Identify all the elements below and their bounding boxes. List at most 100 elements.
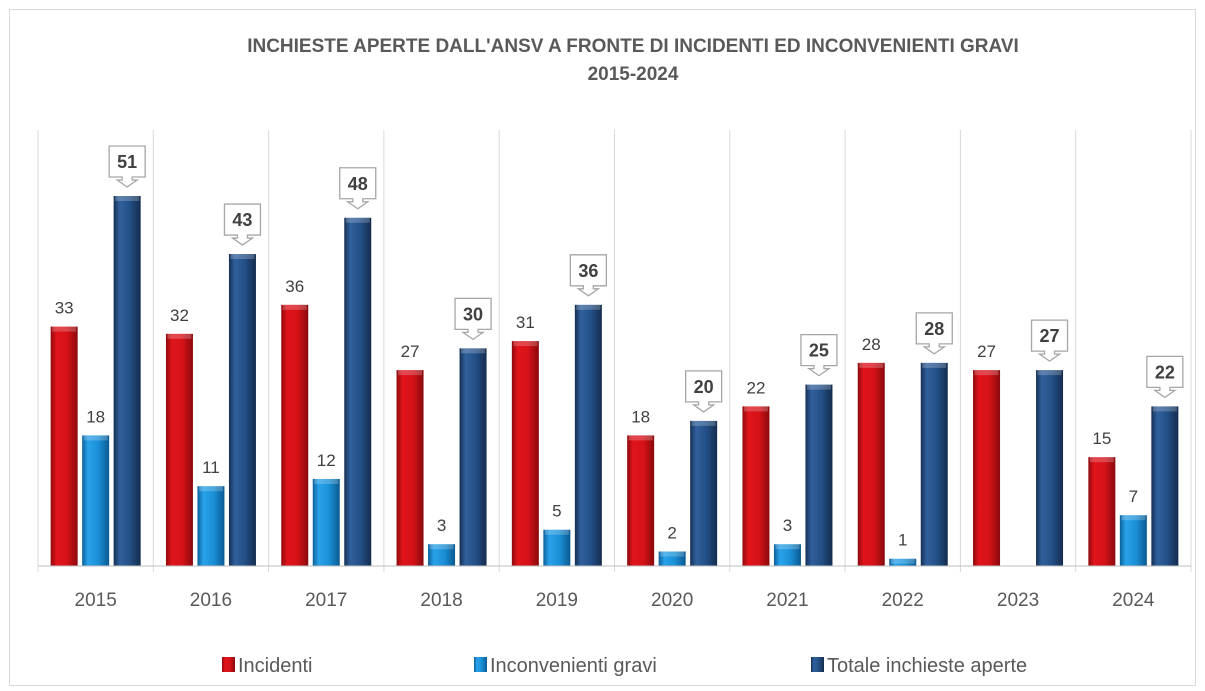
bar-totale-2016 xyxy=(228,254,256,566)
data-label-incidenti-2015: 33 xyxy=(55,299,74,318)
bar-totale-2022 xyxy=(920,362,948,566)
data-callout-2016 xyxy=(223,203,262,246)
legend-label-incidenti: Incidenti xyxy=(238,655,313,677)
legend: Incidenti Inconvenienti gravi Totale inchi… xyxy=(222,655,1027,677)
bar-bevel xyxy=(743,406,768,412)
data-label-inconvenienti-gravi-2021: 3 xyxy=(783,516,792,535)
data-label-totale-2020: 20 xyxy=(694,377,714,397)
bar-totale-2018 xyxy=(459,348,487,566)
data-label-incidenti-2020: 18 xyxy=(631,407,650,426)
grid-lines xyxy=(37,130,1192,572)
data-label-inconvenienti-gravi-2022: 1 xyxy=(898,531,907,550)
data-callout-2024 xyxy=(1146,355,1184,399)
data-label-totale-2019: 36 xyxy=(578,261,598,281)
bar-inconvenienti-gravi-2018 xyxy=(428,544,456,566)
bar-incidenti-2020 xyxy=(627,435,655,566)
data-label-totale-2023: 27 xyxy=(1040,326,1060,346)
bar-totale-2015 xyxy=(113,196,141,566)
bar-bevel xyxy=(1152,406,1177,412)
bar-bevel xyxy=(628,435,653,441)
bar-bevel xyxy=(345,217,370,223)
data-label-totale-2024: 22 xyxy=(1155,362,1175,382)
data-label-totale-2016: 43 xyxy=(232,210,252,230)
bar-bevel xyxy=(1089,457,1114,463)
data-label-totale-2022: 28 xyxy=(924,319,944,339)
bar-bevel xyxy=(52,326,77,332)
data-label-incidenti-2023: 27 xyxy=(977,342,996,361)
data-label-inconvenienti-gravi-2024: 7 xyxy=(1129,487,1138,506)
bar-incidenti-2024 xyxy=(1088,457,1116,566)
bar-bevel xyxy=(230,254,255,260)
legend-swatch-totale xyxy=(811,657,824,672)
bar-bevel xyxy=(282,304,307,310)
data-label-inconvenienti-gravi-2019: 5 xyxy=(552,502,561,521)
data-label-totale-2015: 51 xyxy=(117,152,137,172)
bar-inconvenienti-gravi-2015 xyxy=(82,435,110,566)
data-label-incidenti-2016: 32 xyxy=(170,306,189,325)
bar-bevel xyxy=(198,486,223,492)
bar-totale-2017 xyxy=(344,217,372,566)
legend-label-totale: Totale inchieste aperte xyxy=(827,655,1027,677)
bar-incidenti-2023 xyxy=(973,370,1001,566)
bar-bevel xyxy=(806,384,831,390)
data-label-totale-2018: 30 xyxy=(463,304,483,324)
x-tick-label-2019: 2019 xyxy=(536,590,578,611)
bar-bevel xyxy=(660,551,685,557)
bar-inconvenienti-gravi-2019 xyxy=(543,529,571,566)
x-tick-label-2024: 2024 xyxy=(1112,590,1155,611)
data-callout-2020 xyxy=(685,370,723,413)
x-tick-label-2020: 2020 xyxy=(651,590,693,611)
data-labels: 33 18 51 32 11 43 36 12 48 27 3 30 31 5 36 18 2 20 22 3 25 28… xyxy=(55,145,1184,550)
bar-bevel xyxy=(691,420,716,426)
bar-bevel xyxy=(1121,515,1146,521)
bar-inconvenienti-gravi-2022 xyxy=(889,558,917,566)
bar-bevel xyxy=(513,341,538,347)
bar-bevel xyxy=(83,435,108,441)
data-label-totale-2021: 25 xyxy=(809,341,829,361)
data-label-inconvenienti-gravi-2018: 3 xyxy=(437,516,446,535)
bar-bevel xyxy=(922,362,947,368)
bar-incidenti-2021 xyxy=(742,406,770,566)
bar-incidenti-2018 xyxy=(396,370,424,566)
bar-bevel xyxy=(314,478,339,484)
data-label-incidenti-2019: 31 xyxy=(516,313,535,332)
bar-inconvenienti-gravi-2017 xyxy=(312,478,340,566)
data-label-inconvenienti-gravi-2020: 2 xyxy=(667,523,676,542)
bar-bevel xyxy=(890,558,915,564)
chart-frame xyxy=(9,9,1196,686)
data-label-inconvenienti-gravi-2016: 11 xyxy=(202,458,220,477)
bar-inconvenienti-gravi-2020 xyxy=(658,551,686,566)
bar-bevel xyxy=(1037,370,1062,376)
bar-incidenti-2015 xyxy=(50,326,78,566)
bar-totale-2024 xyxy=(1151,406,1179,566)
data-label-totale-2017: 48 xyxy=(348,174,368,194)
data-label-incidenti-2018: 27 xyxy=(401,342,420,361)
data-label-incidenti-2021: 22 xyxy=(746,378,765,397)
x-tick-label-2021: 2021 xyxy=(766,590,808,611)
data-label-incidenti-2017: 36 xyxy=(285,277,304,296)
bars xyxy=(50,196,1179,566)
x-tick-label-2016: 2016 xyxy=(190,590,232,611)
bar-bevel xyxy=(576,304,601,310)
bar-bevel xyxy=(974,370,999,376)
x-tick-label-2023: 2023 xyxy=(997,590,1039,611)
x-tick-label-2017: 2017 xyxy=(305,590,347,611)
data-callout-2022 xyxy=(915,312,953,355)
bar-totale-2019 xyxy=(574,304,602,566)
data-callout-2023 xyxy=(1030,319,1069,362)
bar-bevel xyxy=(859,362,884,368)
bar-incidenti-2017 xyxy=(281,304,309,566)
bar-bevel xyxy=(398,370,423,376)
bar-bevel xyxy=(544,529,569,535)
bar-inconvenienti-gravi-2016 xyxy=(197,486,225,566)
data-label-inconvenienti-gravi-2017: 12 xyxy=(317,451,336,470)
bar-inconvenienti-gravi-2021 xyxy=(773,544,801,566)
bar-totale-2020 xyxy=(690,420,718,566)
bar-incidenti-2016 xyxy=(165,333,193,566)
bar-incidenti-2019 xyxy=(511,341,539,566)
chart-title-line2: 2015-2024 xyxy=(588,64,679,85)
chart-title-line1: INCHIESTE APERTE DALL'ANSV A FRONTE DI I… xyxy=(247,36,1019,57)
legend-swatch-inconvenienti-gravi xyxy=(474,657,487,672)
bar-bevel xyxy=(429,544,454,550)
